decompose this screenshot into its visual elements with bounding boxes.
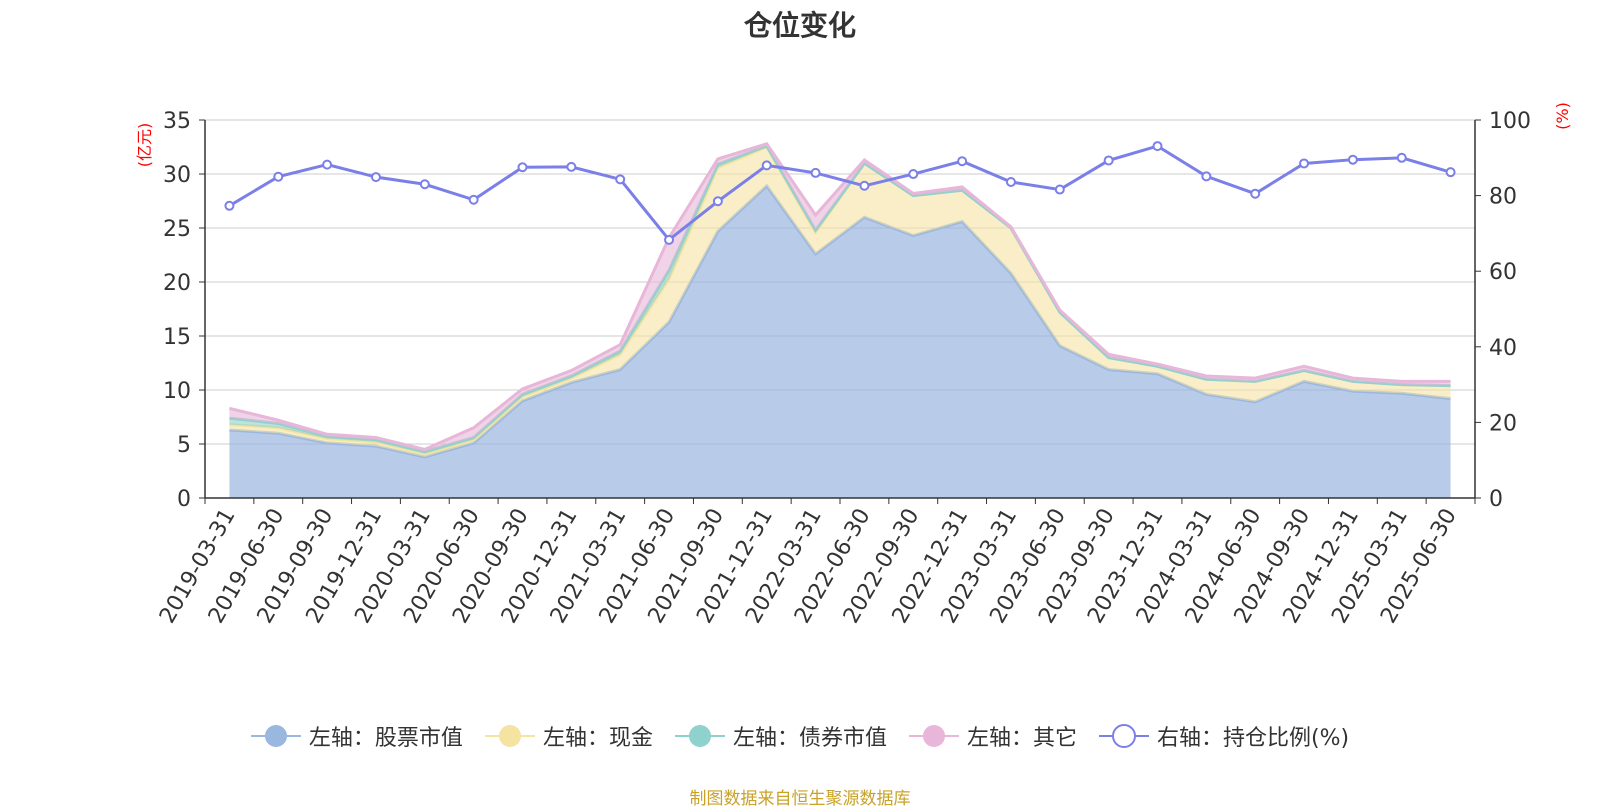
legend-marker-icon bbox=[908, 725, 959, 747]
left-tick-label: 20 bbox=[163, 271, 191, 296]
ratio-line bbox=[224, 141, 1456, 245]
ratio-point bbox=[712, 196, 723, 207]
left-tick-label: 35 bbox=[163, 109, 191, 134]
legend-label: 左轴：债券市值 bbox=[732, 726, 887, 751]
ratio-point bbox=[1396, 152, 1407, 163]
ratio-point bbox=[419, 179, 430, 190]
left-tick-label: 10 bbox=[163, 379, 191, 404]
legend-marker-icon bbox=[1098, 724, 1149, 748]
legend-label: 右轴：持仓比例(%) bbox=[1156, 726, 1350, 751]
legend-item[interactable]: 左轴：现金 bbox=[484, 720, 653, 752]
ratio-point bbox=[1054, 184, 1065, 195]
legend-item[interactable]: 左轴：债券市值 bbox=[674, 720, 887, 752]
area-0 bbox=[229, 185, 1451, 498]
ratio-point bbox=[908, 169, 919, 180]
legend: 左轴：股票市值 左轴：现金 左轴：债券市值 左轴：其它 右轴：持仓比例(%) bbox=[0, 720, 1600, 752]
legend-item[interactable]: 右轴：持仓比例(%) bbox=[1098, 720, 1350, 752]
ratio-point bbox=[957, 156, 968, 167]
legend-item[interactable]: 左轴：其它 bbox=[908, 720, 1077, 752]
legend-marker-icon bbox=[674, 725, 725, 747]
legend-label: 左轴：现金 bbox=[542, 726, 653, 751]
ratio-point bbox=[517, 162, 528, 173]
right-tick-label: 80 bbox=[1489, 185, 1517, 210]
left-tick-label: 25 bbox=[163, 217, 191, 242]
ratio-point bbox=[1299, 158, 1310, 169]
left-tick-label: 0 bbox=[177, 487, 191, 512]
stacked-areas bbox=[229, 142, 1451, 498]
legend-label: 左轴：股票市值 bbox=[308, 726, 463, 751]
left-axis-unit: (亿元) bbox=[135, 123, 154, 168]
legend-item[interactable]: 左轴：股票市值 bbox=[250, 720, 463, 752]
right-axis-unit: (%) bbox=[1553, 102, 1572, 130]
ratio-point bbox=[322, 159, 333, 170]
ratio-point bbox=[273, 171, 284, 182]
ratio-line-path bbox=[228, 144, 1452, 242]
ratio-point bbox=[566, 161, 577, 172]
area-edge-3 bbox=[229, 142, 1451, 451]
legend-marker-icon bbox=[250, 725, 301, 747]
chart-svg: 051015202530350204060801002019-03-312019… bbox=[135, 102, 1572, 628]
ratio-point bbox=[1103, 155, 1114, 166]
left-tick-label: 15 bbox=[163, 325, 191, 350]
data-source-note: 制图数据来自恒生聚源数据库 bbox=[689, 789, 911, 809]
ratio-point bbox=[761, 160, 772, 171]
ratio-point bbox=[468, 194, 479, 205]
legend-marker-icon bbox=[484, 725, 535, 747]
ratio-point bbox=[370, 172, 381, 183]
right-tick-label: 20 bbox=[1489, 411, 1517, 436]
legend-label: 左轴：其它 bbox=[966, 726, 1077, 751]
ratio-point bbox=[1201, 171, 1212, 182]
ratio-point bbox=[1005, 176, 1016, 187]
right-tick-label: 60 bbox=[1489, 260, 1517, 285]
ratio-point bbox=[1152, 141, 1163, 152]
right-tick-label: 40 bbox=[1489, 336, 1517, 361]
right-tick-label: 0 bbox=[1489, 487, 1503, 512]
chart-title: 仓位变化 bbox=[743, 9, 856, 42]
left-tick-label: 30 bbox=[163, 163, 191, 188]
ratio-point bbox=[664, 234, 675, 245]
ratio-point bbox=[1347, 154, 1358, 165]
left-tick-label: 5 bbox=[177, 433, 191, 458]
ratio-point bbox=[615, 174, 626, 185]
ratio-point bbox=[859, 180, 870, 191]
ratio-point bbox=[224, 200, 235, 211]
area-1 bbox=[229, 147, 1451, 457]
right-tick-label: 100 bbox=[1489, 109, 1531, 134]
ratio-point bbox=[1445, 167, 1456, 178]
ratio-point bbox=[1250, 188, 1261, 199]
ratio-point bbox=[810, 167, 821, 178]
